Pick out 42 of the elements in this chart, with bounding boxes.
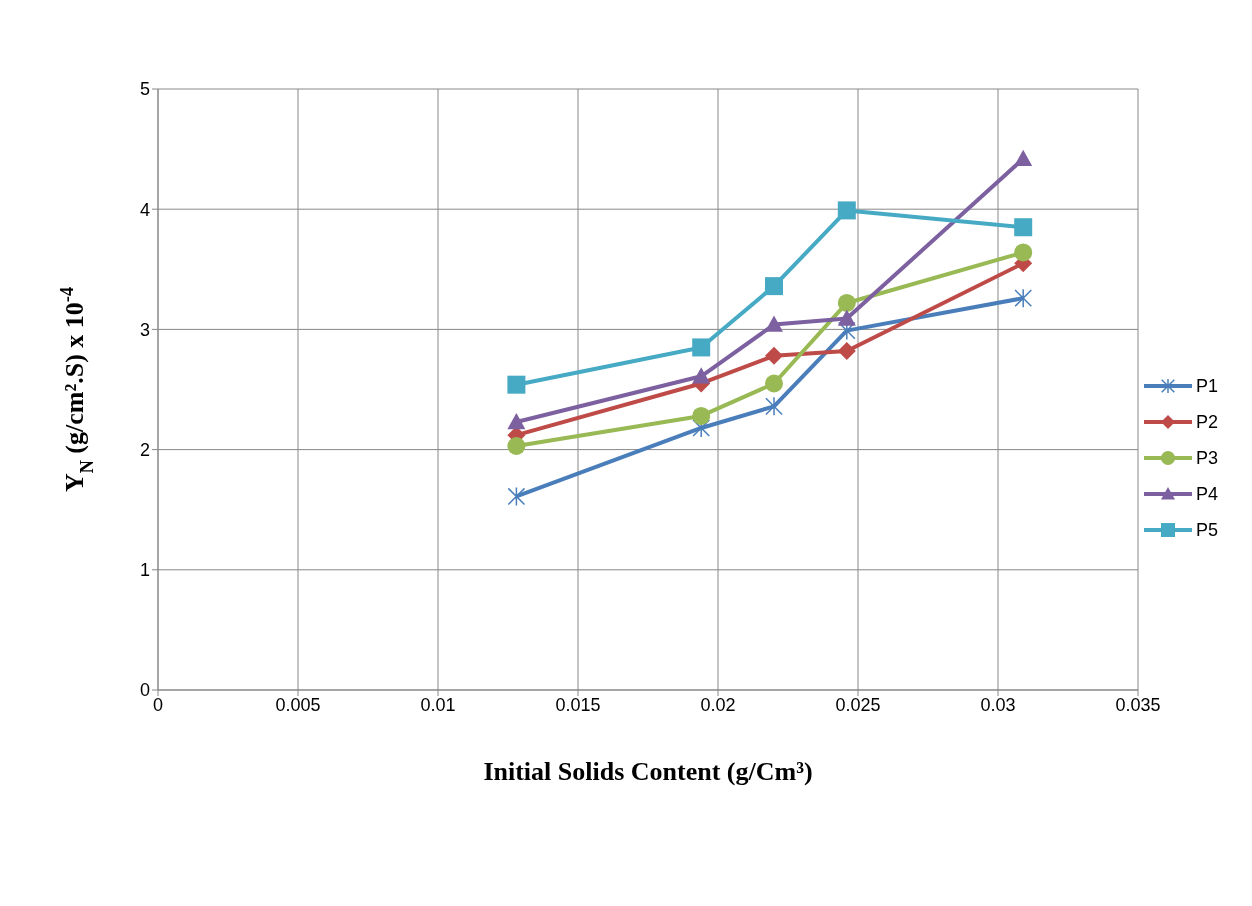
x-tick-label: 0.015: [555, 694, 601, 715]
point: [507, 436, 526, 455]
y-tick-label: 4: [139, 199, 150, 220]
point: [765, 315, 783, 332]
point: [1014, 243, 1033, 262]
legend-label: P3: [1196, 447, 1219, 469]
y-tick-label: 2: [139, 439, 150, 460]
y-tick-label: 1: [139, 560, 150, 581]
point: [692, 406, 711, 425]
point: [837, 201, 856, 220]
legend-label: P5: [1196, 519, 1219, 541]
point: [765, 346, 783, 365]
x-tick-label: 0.01: [420, 694, 456, 715]
legend-label: P1: [1196, 375, 1219, 397]
point: [692, 367, 711, 384]
point: [692, 418, 711, 438]
y-tick-label: 0: [139, 680, 150, 701]
y-tick-label: 3: [139, 319, 150, 340]
x-tick-label: 0.03: [980, 694, 1016, 715]
point: [507, 412, 526, 430]
point: [1014, 149, 1033, 166]
point: [765, 374, 783, 393]
x-tick-label: 0.005: [275, 694, 321, 715]
point: [765, 396, 783, 417]
point: [837, 320, 856, 341]
point: [837, 309, 856, 326]
x-tick-label: 0: [152, 694, 164, 715]
point: [507, 486, 526, 507]
legend-label: P4: [1196, 483, 1219, 505]
x-tick-label: 0.025: [835, 694, 881, 715]
point: [507, 375, 526, 394]
point: [837, 342, 856, 361]
point: [1014, 288, 1033, 308]
point: [692, 338, 711, 357]
point: [837, 293, 856, 312]
point: [1014, 218, 1033, 237]
y-tick-label: 5: [139, 79, 150, 100]
legend-label: P2: [1196, 411, 1219, 433]
point: [765, 277, 783, 296]
x-tick-label: 0.02: [700, 694, 736, 715]
x-tick-label: 0.035: [1115, 694, 1161, 715]
x-axis-title: Initial Solids Content (g/Cm³): [483, 757, 813, 786]
